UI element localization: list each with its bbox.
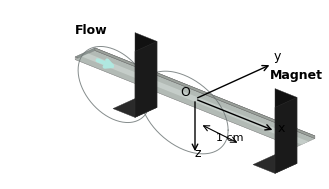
Text: 1 cm: 1 cm [216, 133, 244, 143]
Polygon shape [75, 48, 315, 145]
Polygon shape [75, 50, 315, 147]
Polygon shape [95, 48, 315, 139]
Text: O: O [180, 86, 190, 99]
Text: Flow: Flow [75, 24, 107, 37]
Polygon shape [275, 97, 297, 173]
Text: y: y [273, 50, 281, 63]
Text: x: x [277, 122, 285, 135]
Polygon shape [135, 33, 157, 107]
Polygon shape [82, 53, 308, 145]
Polygon shape [75, 57, 295, 147]
Text: z: z [195, 147, 201, 160]
Polygon shape [135, 41, 157, 117]
Polygon shape [113, 99, 157, 117]
Polygon shape [275, 89, 297, 163]
Text: Magnet: Magnet [270, 69, 323, 82]
Polygon shape [253, 155, 297, 173]
